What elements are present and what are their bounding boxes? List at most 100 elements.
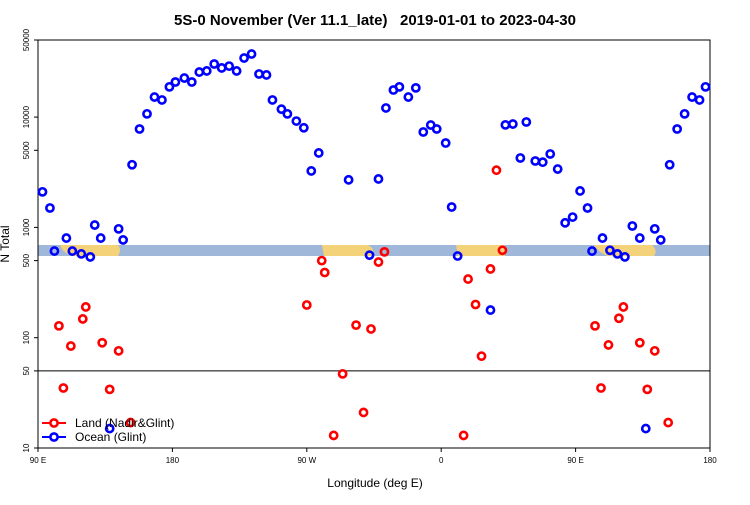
point <box>276 104 287 115</box>
point <box>575 186 585 196</box>
point <box>664 159 675 170</box>
point <box>634 233 645 243</box>
point <box>61 233 72 243</box>
point <box>614 313 624 324</box>
point <box>343 174 354 185</box>
chart-title: 5S-0 November (Ver 11.1_late) 2019-01-01… <box>174 12 576 29</box>
point <box>366 324 376 334</box>
point <box>537 157 548 168</box>
point <box>67 246 78 256</box>
point <box>634 337 645 348</box>
point <box>358 407 369 418</box>
point <box>452 251 463 261</box>
point <box>403 92 414 102</box>
point <box>418 127 429 137</box>
legend-label: Ocean (Glint) <box>75 430 146 444</box>
point <box>679 108 690 119</box>
land-patch <box>322 245 374 256</box>
point <box>328 430 339 441</box>
point <box>476 351 487 362</box>
point <box>306 166 317 176</box>
point <box>642 384 653 395</box>
point <box>49 246 60 256</box>
y-tick-label: 5000 <box>22 141 31 159</box>
point <box>507 119 518 129</box>
point <box>267 95 278 105</box>
point <box>618 302 629 312</box>
point <box>463 274 473 284</box>
point <box>619 252 630 262</box>
point <box>54 320 64 331</box>
point <box>113 345 124 356</box>
point <box>170 77 181 87</box>
x-tick-label: 180 <box>166 456 180 465</box>
point <box>76 249 87 259</box>
point <box>605 245 615 256</box>
point <box>485 305 496 315</box>
y-tick-label: 100 <box>22 330 31 344</box>
point <box>95 233 106 243</box>
point <box>77 314 88 324</box>
point <box>231 66 242 76</box>
point <box>186 77 197 87</box>
ocean-strip <box>38 245 710 256</box>
point <box>470 299 481 310</box>
point <box>164 81 175 92</box>
point <box>596 383 606 393</box>
point <box>446 202 457 212</box>
point <box>85 252 96 262</box>
point <box>301 300 312 310</box>
point <box>649 345 660 356</box>
point <box>458 430 469 441</box>
point <box>485 264 496 274</box>
point <box>261 70 272 80</box>
point <box>640 423 651 434</box>
point <box>655 235 666 245</box>
point <box>80 302 91 312</box>
point <box>319 267 330 278</box>
point <box>497 245 508 256</box>
point <box>431 124 442 134</box>
point <box>373 174 384 184</box>
y-tick-label: 10 <box>22 443 31 452</box>
point <box>337 368 348 379</box>
point <box>649 223 660 234</box>
point <box>491 165 502 176</box>
point <box>379 246 390 257</box>
x-axis-label: Longitude (deg E) <box>327 476 422 490</box>
point <box>410 82 421 93</box>
point <box>545 149 556 159</box>
point <box>125 417 136 428</box>
point <box>560 217 571 228</box>
point <box>209 59 220 69</box>
point <box>291 116 302 126</box>
point <box>89 220 100 230</box>
point <box>224 61 235 71</box>
x-tick-label: 90 E <box>567 456 583 465</box>
point <box>298 122 309 133</box>
y-tick-label: 500 <box>22 253 31 267</box>
y-tick-label: 50 <box>22 366 31 375</box>
point <box>201 66 212 76</box>
x-tick-label: 90 E <box>30 456 46 465</box>
point <box>567 212 578 222</box>
point <box>627 221 638 231</box>
point <box>597 233 608 243</box>
plot-frame <box>37 39 711 449</box>
point <box>521 117 532 127</box>
point <box>440 138 451 148</box>
x-tick-label: 180 <box>703 456 717 465</box>
point <box>515 153 526 163</box>
point <box>113 223 124 234</box>
point <box>351 320 361 331</box>
point <box>582 203 593 213</box>
point <box>694 95 705 105</box>
point <box>590 320 600 331</box>
point <box>603 340 614 350</box>
point <box>552 164 563 174</box>
point <box>246 49 257 59</box>
point <box>381 103 391 113</box>
point <box>364 250 375 261</box>
point <box>179 73 190 83</box>
